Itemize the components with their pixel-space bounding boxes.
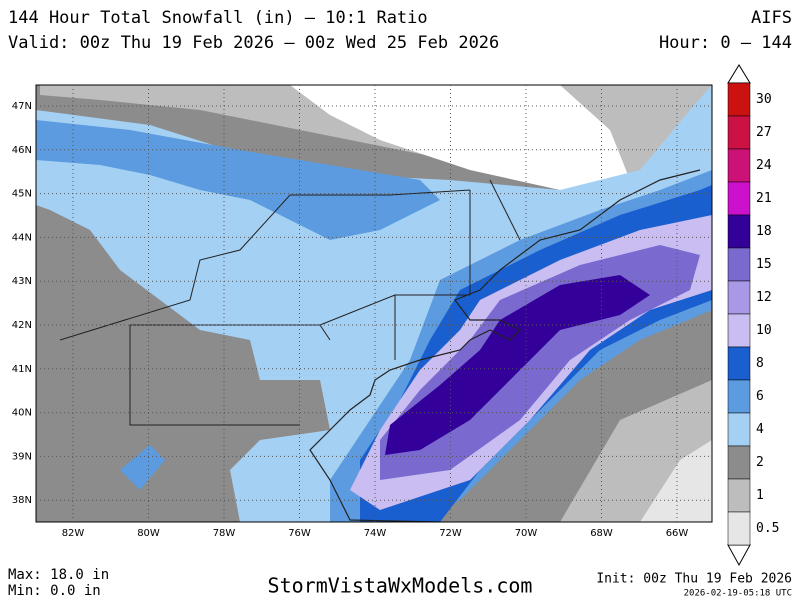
legend-arrow-top <box>727 64 751 84</box>
lon-label: 76W <box>288 528 311 539</box>
legend-label: 0.5 <box>756 521 779 536</box>
model-name: AIFS <box>751 8 792 28</box>
lon-label: 74W <box>364 528 387 539</box>
legend-swatch <box>727 412 751 447</box>
lon-label: 68W <box>590 528 613 539</box>
timestamp: 2026-02-19-05:18 UTC <box>684 589 792 599</box>
legend-swatch <box>727 247 751 282</box>
lat-label: 45N <box>12 189 32 200</box>
legend-swatch <box>727 478 751 513</box>
legend-label: 18 <box>756 224 772 239</box>
legend-swatch <box>727 181 751 216</box>
title: 144 Hour Total Snowfall (in) – 10:1 Rati… <box>8 8 428 28</box>
legend-label: 15 <box>756 257 772 272</box>
legend-swatch <box>727 82 751 117</box>
legend-swatch <box>727 115 751 150</box>
legend-swatch <box>727 511 751 546</box>
lat-label: 46N <box>12 145 32 156</box>
lon-label: 66W <box>666 528 689 539</box>
legend-swatch <box>727 379 751 414</box>
legend-label: 30 <box>756 92 772 107</box>
legend-label: 21 <box>756 191 772 206</box>
legend-label: 8 <box>756 356 764 371</box>
legend-label: 4 <box>756 422 764 437</box>
legend-label: 12 <box>756 290 772 305</box>
min-value: Min: 0.0 in <box>8 583 101 599</box>
legend-label: 1 <box>756 488 764 503</box>
lat-label: 38N <box>12 495 32 506</box>
map <box>36 85 712 522</box>
legend-swatch <box>727 148 751 183</box>
max-value: Max: 18.0 in <box>8 567 109 583</box>
lat-label: 41N <box>12 364 32 375</box>
lat-label: 47N <box>12 101 32 112</box>
lat-label: 43N <box>12 276 32 287</box>
legend-label: 24 <box>756 158 772 173</box>
lon-label: 78W <box>213 528 236 539</box>
hour-range: Hour: 0 – 144 <box>659 33 792 53</box>
legend-label: 27 <box>756 125 772 140</box>
map-frame <box>35 84 713 523</box>
lon-label: 72W <box>439 528 462 539</box>
lat-label: 40N <box>12 408 32 419</box>
legend-label: 2 <box>756 455 764 470</box>
site-name: StormVistaWxModels.com <box>268 574 533 598</box>
lat-label: 42N <box>12 320 32 331</box>
legend-arrow-bottom <box>727 544 751 567</box>
lon-label: 82W <box>62 528 85 539</box>
lat-label: 44N <box>12 232 32 243</box>
legend-swatch <box>727 313 751 348</box>
lon-label: 80W <box>137 528 160 539</box>
lat-label: 39N <box>12 451 32 462</box>
legend-swatch <box>727 214 751 249</box>
legend-swatch <box>727 346 751 381</box>
legend-swatch <box>727 280 751 315</box>
legend-label: 6 <box>756 389 764 404</box>
valid-range: Valid: 00z Thu 19 Feb 2026 – 00z Wed 25 … <box>8 33 499 53</box>
init-time: Init: 00z Thu 19 Feb 2026 <box>596 572 792 587</box>
lon-label: 70W <box>515 528 538 539</box>
legend-label: 10 <box>756 323 772 338</box>
legend-swatch <box>727 445 751 480</box>
